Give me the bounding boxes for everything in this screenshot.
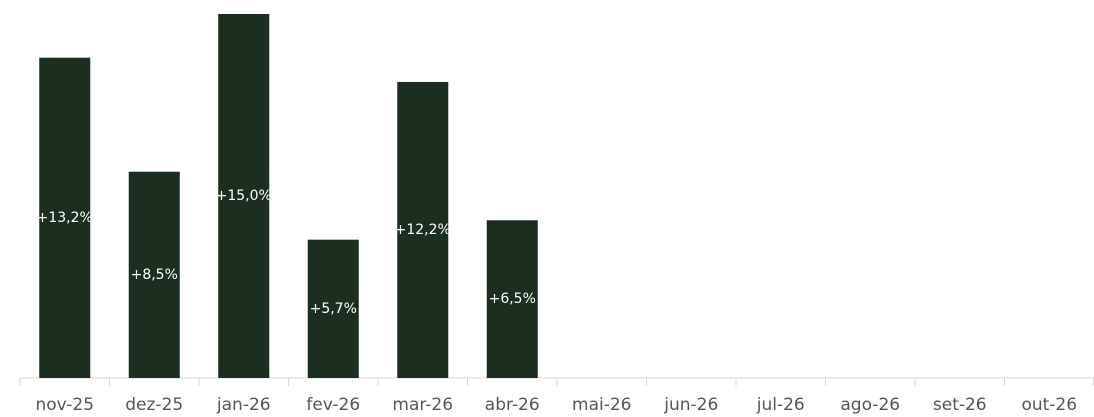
x-tick-label: jul-26 [756, 395, 805, 415]
x-tick-label: nov-25 [35, 395, 94, 415]
bar [39, 57, 91, 379]
value-label: +8,5% [131, 267, 178, 283]
x-tick-label: fev-26 [306, 395, 360, 415]
bar [128, 171, 180, 378]
x-tick-label: out-26 [1021, 395, 1077, 415]
x-tick-label: set-26 [933, 395, 987, 415]
value-label: +15,0% [216, 188, 272, 204]
x-tick-label: abr-26 [485, 395, 540, 415]
value-label: +6,5% [489, 291, 536, 307]
bar [486, 220, 538, 378]
bar [218, 14, 270, 378]
x-tick-label: ago-26 [840, 395, 900, 415]
bar [397, 81, 449, 379]
x-tick-label: mai-26 [572, 395, 631, 415]
value-label: +5,7% [310, 301, 357, 317]
x-tick-label: jan-26 [216, 395, 271, 415]
value-label: +12,2% [395, 222, 451, 238]
x-tick-label: mar-26 [392, 395, 453, 415]
value-label: +13,2% [37, 210, 93, 226]
x-tick-label: jun-26 [663, 395, 718, 415]
x-tick-label: dez-25 [125, 395, 183, 415]
bar [307, 239, 359, 378]
